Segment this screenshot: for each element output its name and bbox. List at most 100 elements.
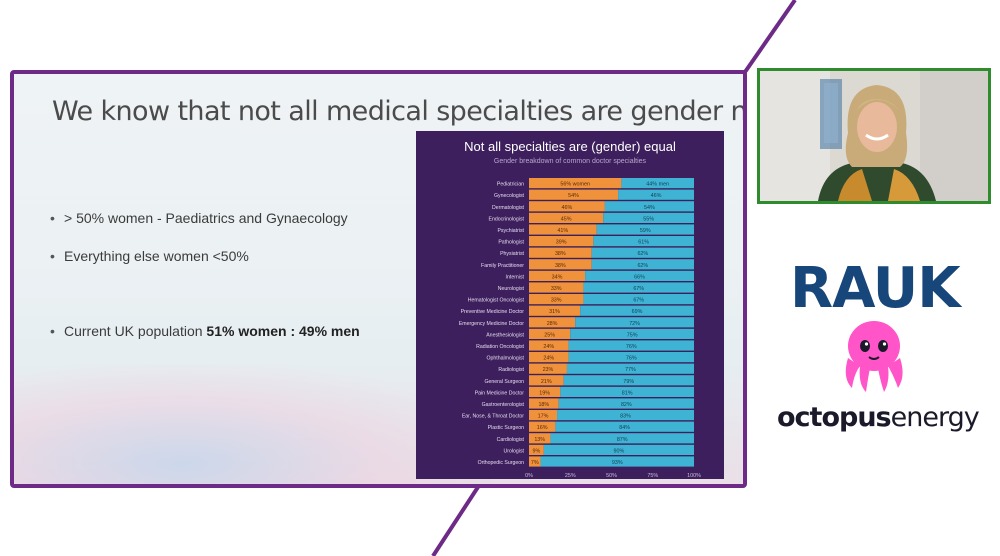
decor-line-bottom <box>431 485 480 556</box>
bullet-dot: • <box>50 248 55 264</box>
bar-women <box>529 363 567 374</box>
stacked-bar-chart: Pediatrician 56% women 44% men Gynecologist… <box>459 178 701 479</box>
bar-men <box>543 444 694 455</box>
slide-background-glow <box>14 364 494 484</box>
category-label: Physiatrist <box>500 251 524 257</box>
bar-men <box>568 352 694 363</box>
data-label-women: 56% women <box>560 182 590 188</box>
bar-men <box>568 340 694 351</box>
data-label-men: 54% <box>644 205 655 211</box>
bar-women <box>529 421 556 432</box>
category-label: Preventive Medicine Doctor <box>461 309 525 315</box>
data-label-women: 45% <box>561 216 572 222</box>
data-label-men: 83% <box>620 414 631 420</box>
bullet-dot: • <box>50 323 55 339</box>
category-label: Radiologist <box>498 367 524 373</box>
bar-women <box>529 282 584 293</box>
category-label: Anesthesiologist <box>486 332 524 338</box>
bar-women <box>529 178 622 189</box>
bar-men <box>555 421 694 432</box>
bar-men <box>621 178 694 189</box>
bar-women <box>529 270 586 281</box>
bullet-item-1: • > 50% women - Paediatrics and Gynaecolo… <box>50 210 348 226</box>
category-label: Ear, Nose, & Throat Doctor <box>462 414 524 420</box>
bar-women <box>529 352 569 363</box>
bar-women <box>529 444 544 455</box>
data-label-men: 44% men <box>646 182 669 188</box>
data-label-women: 34% <box>552 274 563 280</box>
data-label-men: 62% <box>637 263 648 269</box>
bar-men <box>550 433 694 444</box>
bar-women <box>529 236 594 247</box>
presenter-webcam <box>757 68 991 204</box>
data-label-men: 84% <box>619 425 630 431</box>
bar-men <box>575 317 694 328</box>
x-tick-label: 25% <box>565 473 576 479</box>
bar-women <box>529 398 559 409</box>
category-label: Orthopedic Surgeon <box>478 460 525 466</box>
bar-men <box>557 410 694 421</box>
data-label-women: 33% <box>551 298 562 304</box>
data-label-women: 31% <box>549 309 560 315</box>
bar-men <box>591 259 694 270</box>
x-tick-label: 0% <box>525 473 533 479</box>
bullet-item-3: • Current UK population 51% women : 49% m… <box>50 323 360 339</box>
data-label-men: 66% <box>634 274 645 280</box>
bar-men <box>563 375 694 386</box>
category-label: Endocrinologist <box>489 216 525 222</box>
category-label: Ophthalmologist <box>487 356 525 362</box>
bar-women <box>529 247 592 258</box>
data-label-women: 18% <box>538 402 549 408</box>
bar-women <box>529 259 592 270</box>
bar-women <box>529 305 581 316</box>
bar-women <box>529 294 584 305</box>
data-label-men: 77% <box>625 367 636 373</box>
data-label-men: 75% <box>627 332 638 338</box>
x-tick-label: 75% <box>647 473 658 479</box>
category-label: Hematologist Oncologist <box>468 298 525 304</box>
bullet-bold-text: 51% women : 49% men <box>206 323 360 339</box>
data-label-women: 28% <box>547 321 558 327</box>
data-label-men: 90% <box>614 448 625 454</box>
data-label-men: 67% <box>633 298 644 304</box>
bar-men <box>593 236 694 247</box>
rauk-logo: RAUK <box>790 256 961 321</box>
bar-women <box>529 189 619 200</box>
category-label: Pediatrician <box>497 182 524 188</box>
data-label-women: 13% <box>534 437 545 443</box>
data-label-men: 76% <box>626 356 637 362</box>
bar-women <box>529 410 558 421</box>
data-label-men: 72% <box>629 321 640 327</box>
bar-women <box>529 340 569 351</box>
bullet-dot: • <box>50 210 55 226</box>
data-label-women: 54% <box>568 193 579 199</box>
category-label: Radiation Oncologist <box>476 344 524 350</box>
bullet-text: Everything else women <50% <box>64 248 249 264</box>
bullet-item-2: • Everything else women <50% <box>50 248 249 264</box>
bar-men <box>540 456 694 467</box>
bar-women <box>529 224 597 235</box>
bar-men <box>570 328 694 339</box>
category-label: General Surgeon <box>484 379 524 385</box>
data-label-women: 39% <box>556 240 567 246</box>
data-label-women: 33% <box>551 286 562 292</box>
data-label-women: 23% <box>543 367 554 373</box>
data-label-men: 55% <box>643 216 654 222</box>
category-label: Neurologist <box>498 286 525 292</box>
decor-line-top <box>743 0 797 74</box>
bullet-text: Current UK population <box>64 323 207 339</box>
bar-men <box>583 294 694 305</box>
bar-men <box>603 212 694 223</box>
category-label: Gynecologist <box>494 193 525 199</box>
data-label-men: 59% <box>640 228 651 234</box>
bullet-text: > 50% women - Paediatrics and Gynaecolog… <box>64 210 348 226</box>
bar-men <box>585 270 694 281</box>
data-label-men: 87% <box>617 437 628 443</box>
data-label-men: 61% <box>638 240 649 246</box>
data-label-women: 25% <box>544 332 555 338</box>
slide-title: We know that not all medical specialties… <box>52 96 747 127</box>
x-tick-label: 50% <box>606 473 617 479</box>
category-label: Emergency Medicine Doctor <box>459 321 524 327</box>
category-label: Internist <box>506 274 525 280</box>
